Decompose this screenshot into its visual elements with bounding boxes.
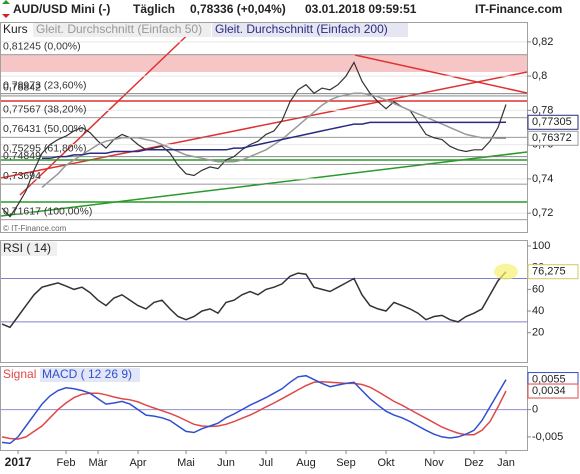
- y-tick-label: 0: [532, 403, 538, 415]
- level-label: 0,78842: [3, 82, 41, 94]
- level-label: 0,81245 (0,00%): [3, 41, 81, 53]
- symbol: AUD/USD Mini (-): [13, 2, 110, 16]
- x-tick-label: Aug: [296, 457, 316, 469]
- level-label: 0,75295 (61,80%): [3, 142, 86, 154]
- value-box: [527, 264, 579, 280]
- legend-entry: Gleit. Durchschnitt (Einfach 200): [215, 22, 388, 36]
- value-box: [527, 130, 579, 146]
- y-tick-label: 20: [532, 327, 544, 339]
- x-tick-label: Apr: [129, 457, 146, 469]
- legend-entry: Signal: [3, 367, 36, 381]
- series-line: [1, 61, 507, 218]
- series-line: [42, 121, 507, 160]
- down-icon: [2, 14, 10, 18]
- y-tick-label: 0,74: [532, 173, 553, 185]
- value-box: [527, 114, 579, 130]
- x-tick-label: Feb: [57, 457, 76, 469]
- y-tick-label: -0,005: [532, 431, 563, 443]
- legend-entry: Kurs: [3, 22, 28, 36]
- y-tick-label: 0,72: [532, 207, 553, 219]
- legend-bg: [33, 23, 211, 37]
- title-bg: [1, 242, 57, 256]
- level-label: 0,73694: [3, 170, 41, 182]
- y-tick-label: 40: [532, 305, 544, 317]
- series-line: [1, 271, 507, 329]
- legend-entry: MACD ( 12 26 9): [42, 367, 132, 381]
- rsi-panel: [0, 240, 528, 363]
- series-line: [1, 380, 507, 440]
- source: IT-Finance.com: [475, 2, 562, 16]
- level-label: 0,78973 (23,60%): [3, 79, 86, 91]
- panel-title: RSI ( 14): [3, 241, 51, 255]
- price: 0,78336 (+0,04%): [190, 2, 286, 16]
- legend-entry: Gleit. Durchschnitt (Einfach 50): [36, 22, 202, 36]
- highlight: [494, 263, 518, 280]
- value-box: [527, 383, 579, 399]
- x-tick-label: Jul: [259, 457, 273, 469]
- series-line: [41, 92, 506, 189]
- y-tick-label: 100: [532, 240, 550, 252]
- macd-panel: [0, 366, 528, 451]
- x-tick-label: Jan: [497, 457, 515, 469]
- x-tick-label: Mai: [177, 457, 195, 469]
- value-label: 0,0034: [532, 385, 566, 397]
- resistance-zone: [1, 55, 527, 72]
- y-tick-label: 60: [532, 283, 544, 295]
- y-tick-label: 0,8: [532, 70, 547, 82]
- level-label: 0,74849: [3, 150, 41, 162]
- level-label: 0,77567 (38,20%): [3, 104, 86, 116]
- value-label: 76,275: [532, 266, 566, 278]
- trend-line: [19, 22, 201, 196]
- level-label: 0,71617 (100,00%): [3, 205, 92, 217]
- plot-layer: 0,720,740,760,780,80,820,81245 (0,00%)0,…: [1, 22, 579, 469]
- interval: Täglich: [133, 2, 175, 16]
- y-tick-label: 0,82: [532, 36, 553, 48]
- x-tick-label: Jun: [217, 457, 235, 469]
- y-tick-label: 0,78: [532, 104, 553, 116]
- x-tick-label: Dez: [464, 457, 484, 469]
- level-label: 0,76431 (50,00%): [3, 123, 86, 135]
- watermark: © IT-Finance.com: [3, 224, 67, 233]
- x-tick-label: Sep: [336, 457, 356, 469]
- datetime: 03.01.2018 09:59:51: [305, 2, 417, 16]
- series-line: [1, 374, 507, 445]
- up-icon: [2, 0, 10, 4]
- value-label: 0,76372: [532, 132, 572, 144]
- x-tick-label: 2017: [5, 455, 32, 469]
- x-tick-label: Okt: [377, 457, 394, 469]
- legend-bg: [40, 368, 140, 382]
- value-label: 0,0055: [532, 373, 566, 385]
- x-tick-label: Nov: [424, 457, 444, 469]
- x-tick-label: Mär: [89, 457, 108, 469]
- legend-bg: [212, 23, 408, 37]
- value-label: 0,77305: [532, 116, 572, 128]
- trend-line: [354, 54, 528, 94]
